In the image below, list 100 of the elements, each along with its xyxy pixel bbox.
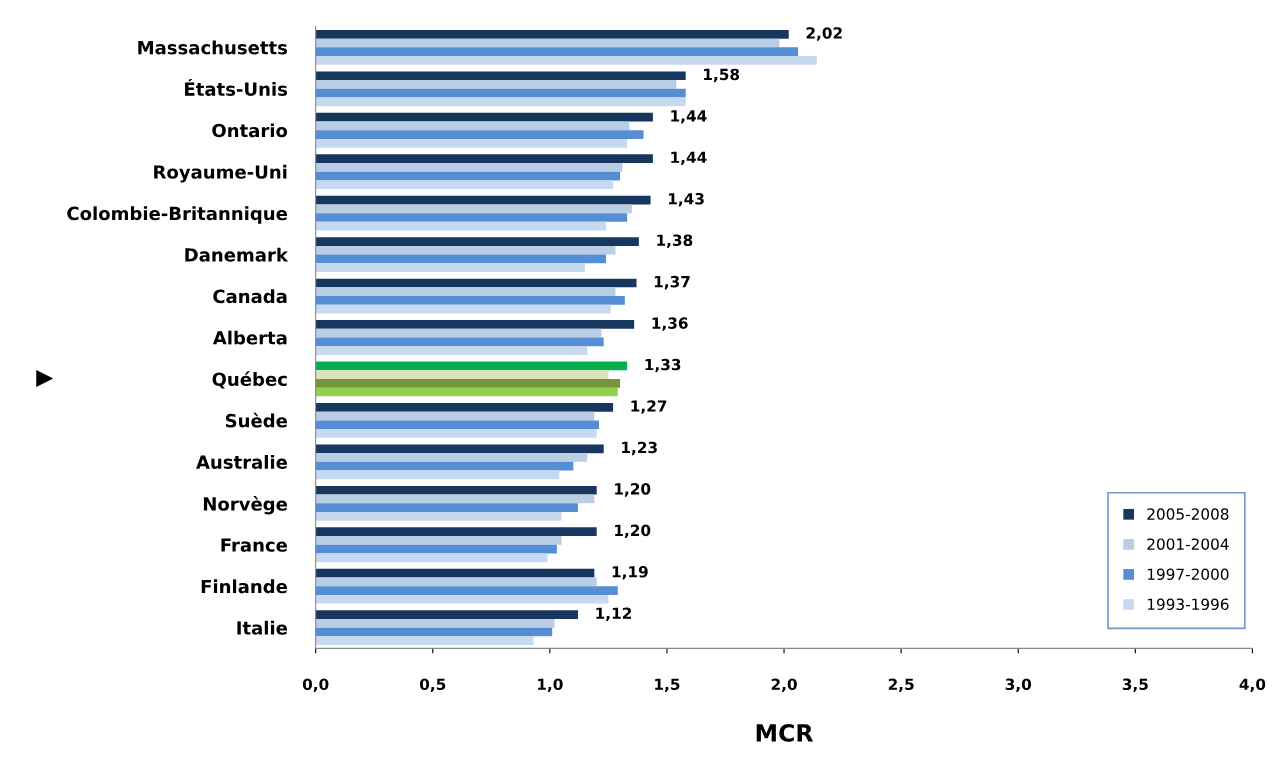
bar xyxy=(315,237,639,246)
y-tick-label: Colombie-Britannique xyxy=(67,206,288,224)
y-tick-label: États-Unis xyxy=(185,78,288,96)
y-tick-label: Norvège xyxy=(203,496,288,515)
bar xyxy=(315,213,628,222)
text: ▶ xyxy=(36,370,54,388)
x-tick-label: 3,0 xyxy=(1005,678,1032,693)
bar xyxy=(315,278,637,288)
bar xyxy=(315,429,597,438)
bar xyxy=(315,527,597,537)
data-label: 1,20 xyxy=(615,483,651,497)
x-tick-label: 0,5 xyxy=(419,678,446,693)
x-axis-title: MCR xyxy=(756,723,814,742)
bar xyxy=(315,328,602,338)
bar xyxy=(315,130,644,139)
y-tick-label: Suède xyxy=(225,412,288,428)
bar xyxy=(315,485,597,495)
bar xyxy=(315,503,578,512)
x-tick-label: 3,5 xyxy=(1122,678,1148,693)
data-label: 1,38 xyxy=(657,234,693,248)
bar xyxy=(315,568,595,578)
x-tick-label: 2,5 xyxy=(888,678,914,693)
bar xyxy=(315,346,588,355)
y-tick-label: Finlande xyxy=(201,579,288,594)
bar xyxy=(315,163,623,172)
bar xyxy=(315,618,555,628)
y-tick-label: Australie xyxy=(196,454,288,469)
y-tick-label: Danemark xyxy=(185,247,289,262)
data-label: 1,19 xyxy=(612,566,648,580)
y-tick-label: Québec xyxy=(212,371,287,389)
bar xyxy=(315,204,632,214)
bar xyxy=(315,320,635,329)
y-tick-label: Ontario xyxy=(212,123,288,138)
bar xyxy=(315,627,553,637)
y-tick-label: Italie xyxy=(237,620,288,635)
x-tick-label: 1,0 xyxy=(538,678,563,693)
y-tick-label: France xyxy=(221,538,288,552)
bar xyxy=(315,287,616,297)
bar xyxy=(315,470,560,480)
data-label: 1,12 xyxy=(596,607,631,621)
bar xyxy=(315,138,628,148)
bar xyxy=(315,88,686,98)
bar xyxy=(315,636,534,646)
bar xyxy=(315,453,588,462)
bar xyxy=(315,304,611,314)
bar xyxy=(315,263,585,273)
y-tick-label: Canada xyxy=(213,289,287,304)
bar xyxy=(315,71,686,81)
bar xyxy=(315,296,625,305)
bar xyxy=(315,245,616,255)
bar xyxy=(315,254,607,264)
bar xyxy=(315,512,562,521)
data-label: 2,02 xyxy=(806,27,842,41)
data-label: 1,58 xyxy=(704,68,740,83)
bar xyxy=(315,577,597,587)
bar xyxy=(315,594,609,604)
data-label: 1,20 xyxy=(615,524,651,539)
bar xyxy=(315,180,614,190)
legend-label: 1993-1996 xyxy=(1147,598,1229,611)
bar xyxy=(315,387,618,397)
data-label: 1,36 xyxy=(652,317,688,331)
x-tick-label: 2,0 xyxy=(771,678,797,693)
bar xyxy=(315,121,630,131)
data-label: 1,44 xyxy=(671,151,707,166)
bar xyxy=(315,610,578,619)
bar xyxy=(315,171,621,181)
y-tick-label: Royaume-Uni xyxy=(154,164,287,183)
bar xyxy=(315,56,817,65)
data-label: 1,37 xyxy=(654,275,690,290)
bar xyxy=(315,494,595,504)
data-label: 1,33 xyxy=(645,358,681,373)
bar xyxy=(315,411,595,421)
x-tick-label: 1,5 xyxy=(655,678,680,693)
bar xyxy=(315,444,604,454)
bar xyxy=(315,461,574,471)
bar xyxy=(315,337,604,347)
bar xyxy=(315,586,618,595)
bar xyxy=(315,154,653,163)
data-label: 1,43 xyxy=(668,192,704,207)
bar xyxy=(315,544,557,554)
y-tick-label: Massachusetts xyxy=(138,40,288,55)
bar xyxy=(315,536,562,545)
data-label: 1,27 xyxy=(631,400,667,414)
bar xyxy=(315,553,548,563)
bar xyxy=(315,370,609,379)
data-label: 1,23 xyxy=(622,441,657,456)
y-tick-label: Alberta xyxy=(212,330,287,345)
legend-label: 2001-2004 xyxy=(1147,538,1229,550)
bar xyxy=(315,97,686,107)
x-tick-label: 0,0 xyxy=(302,678,329,693)
bar xyxy=(315,361,628,371)
bar xyxy=(315,420,600,430)
bar xyxy=(315,112,653,122)
data-label: 1,44 xyxy=(671,110,707,124)
bar xyxy=(315,38,780,48)
bar xyxy=(315,402,614,412)
bar xyxy=(315,47,799,57)
legend-label: 1997-2000 xyxy=(1147,568,1229,580)
legend-label: 2005-2008 xyxy=(1147,508,1229,520)
x-tick-label: 4,0 xyxy=(1239,678,1266,693)
